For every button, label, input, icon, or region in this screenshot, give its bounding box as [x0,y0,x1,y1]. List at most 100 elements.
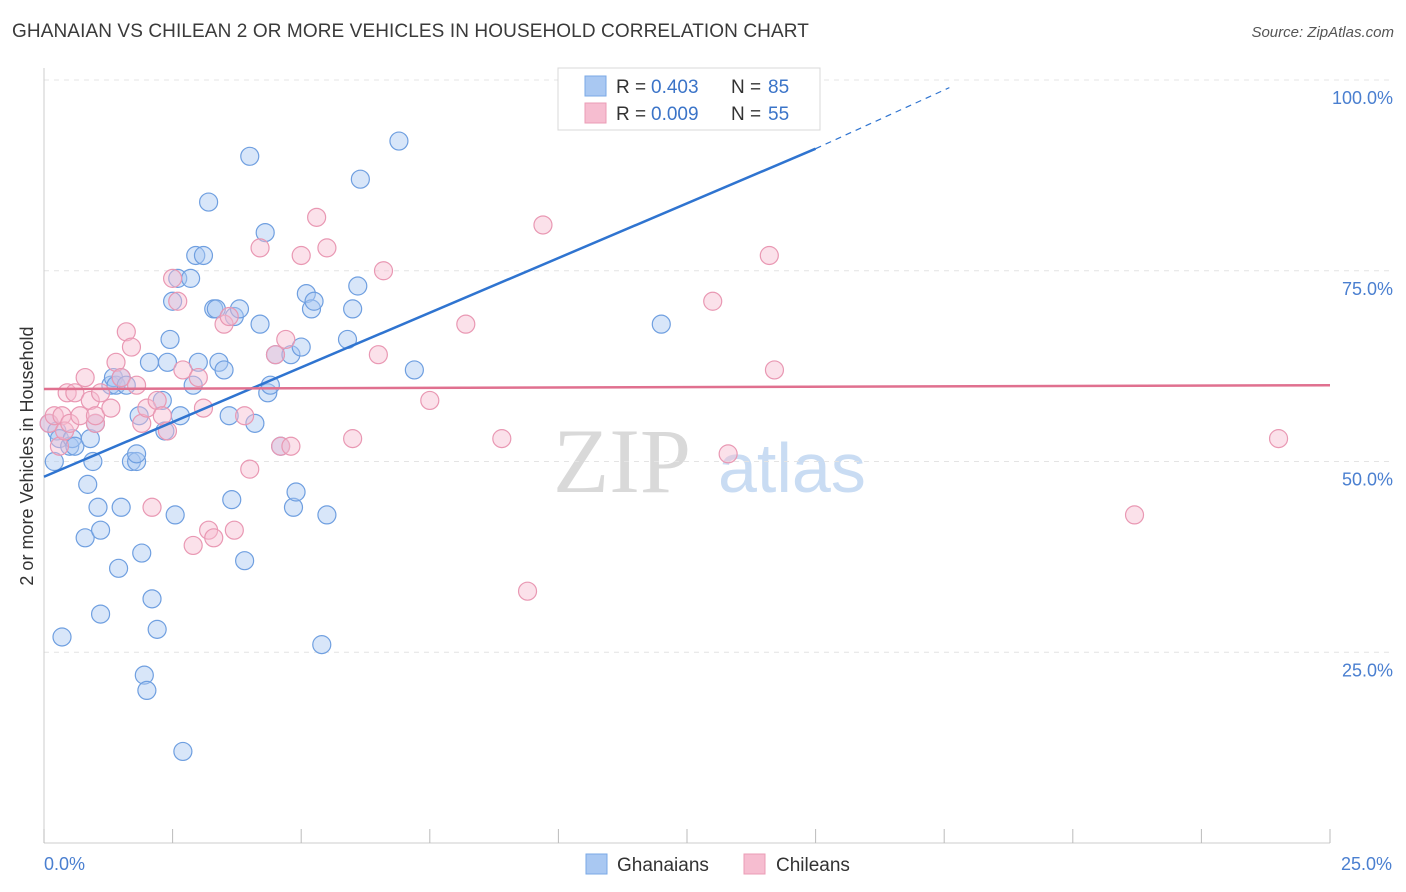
ghanaian-point [235,551,255,571]
ghanaian-point [88,497,108,517]
ghanaian-point [152,390,172,411]
chilean-point [60,413,80,433]
ghanaian-point [139,352,160,372]
chilean-point [368,345,388,365]
y-tick-label-50: 50.0% [1342,470,1393,490]
legend-r-label-1: R = [616,77,646,98]
chilean-point [126,375,147,395]
chilean-point [85,413,106,433]
legend-r-value-1: 0.403 [651,77,699,98]
ghanaian-point [90,520,111,540]
chilean-point [75,367,95,388]
chilean-point [291,245,311,266]
gridlines [44,79,1392,653]
chilean-point [80,390,100,411]
legend-n-label-2: N = [731,104,761,125]
chilean-point [250,238,270,258]
watermark-atlas: atlas [718,429,866,507]
chilean-point [759,245,779,266]
ghanaian-point [651,314,671,334]
bottom-legend-chileans: Chileans [776,855,850,876]
source-label: Source: ZipAtlas.com [1251,24,1394,41]
chilean-point [317,238,337,258]
chilean-point [343,429,363,449]
ghanaian-point [111,497,131,517]
y-tick-label-100: 100.0% [1332,88,1393,108]
chilean-point [271,436,291,456]
chilean-point [517,581,538,601]
ghanaian-point [229,299,250,319]
chilean-point [492,429,512,449]
chilean-point [147,390,167,411]
ghanaian-point [142,589,162,609]
chilean-point [137,398,157,418]
y-tick-label-25: 25.0% [1342,660,1393,680]
chilean-point [235,406,255,426]
ghanaian-point [350,169,370,189]
ghanaian-point [134,665,154,685]
ghanaian-point [193,245,214,266]
ghanaian-point [126,444,147,464]
axes [43,68,1331,844]
chilean-point [111,367,131,388]
legend-n-value-1: 85 [768,77,789,98]
ghanaian-point [348,276,368,296]
chilean-point [764,360,785,380]
ghanaian-point [304,291,324,311]
ghanaian-point [181,268,201,288]
ghanaian-point [90,604,111,624]
ghanaian-point [296,284,316,304]
correlation-legend: R = 0.403 N = 85 R = 0.009 N = 55 [557,67,821,131]
ghanaian-point [188,352,208,372]
chilean-point [219,306,239,327]
ghanaian-point [75,528,95,548]
series-legend: Ghanaians Chileans [585,853,850,876]
chilean-point [265,345,286,365]
chilean-point [718,444,738,464]
ghanaian-point [108,558,129,578]
ghanaian-point [165,505,185,525]
ghanaian-point [137,680,157,701]
chilean-point [152,406,172,426]
ghanaian-trend-extension [815,87,950,150]
y-tick-labels: 25.0% 50.0% 75.0% 100.0% [1332,88,1393,680]
legend-swatch-chileans [584,102,607,124]
ghanaian-point [147,619,167,639]
chilean-point [168,291,188,311]
y-axis-label: 2 or more Vehicles in Household [17,326,37,585]
chart-title: GHANAIAN VS CHILEAN 2 OR MORE VEHICLES I… [12,21,809,42]
chilean-point [1124,505,1145,525]
y-tick-label-75: 75.0% [1342,279,1393,299]
chilean-point [183,535,203,556]
ghanaian-point [283,497,304,517]
chilean-point [142,497,162,517]
x-tick-label-max: 25.0% [1341,854,1392,874]
ghanaian-point [245,413,265,433]
ghanaian-point [291,337,311,357]
ghanaian-point [214,360,234,380]
ghanaian-point [240,146,260,166]
ghanaian-point [186,245,206,266]
chilean-point [188,367,208,388]
x-tick-label-min: 0.0% [44,854,85,874]
chilean-point [173,360,193,380]
chilean-point [132,413,152,433]
ghanaian-point [126,451,147,472]
chilean-point [276,329,296,350]
ghanaian-point [44,451,64,472]
chilean-points [39,207,1289,601]
ghanaian-point [281,345,301,365]
ghanaian-point [222,490,242,510]
chilean-point [1268,429,1289,449]
ghanaian-point [173,741,193,762]
trend-lines [43,87,1331,478]
chilean-point [204,528,224,548]
ghanaian-point [389,131,409,151]
chilean-point [533,215,553,235]
ghanaian-point [343,299,363,319]
legend-n-value-2: 55 [768,104,789,125]
ghanaian-point [157,352,178,372]
ghanaian-point [80,429,100,449]
chilean-point [116,322,136,342]
chilean-point [121,337,142,357]
